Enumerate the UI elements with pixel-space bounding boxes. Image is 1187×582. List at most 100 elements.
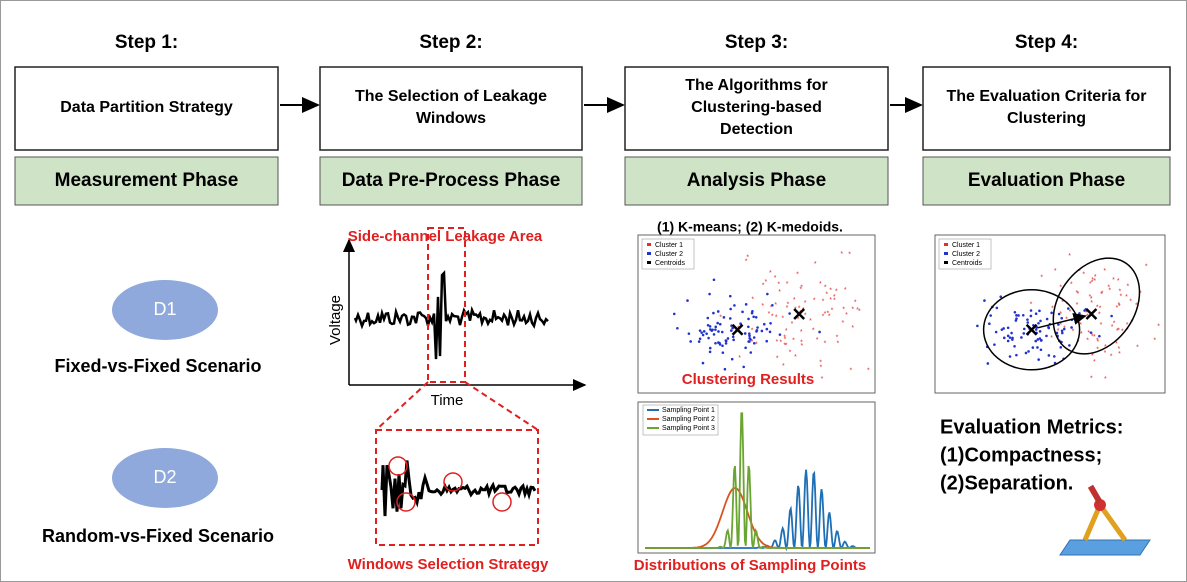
point: * [814, 261, 817, 268]
legend-label: Centroids [952, 260, 982, 267]
point: * [783, 334, 786, 341]
point: * [771, 313, 774, 320]
point: * [755, 342, 758, 349]
point: * [1091, 353, 1094, 360]
point [723, 316, 726, 319]
point [741, 311, 744, 314]
point [1026, 318, 1029, 321]
step-box-text: Data Partition Strategy [60, 99, 233, 116]
point [709, 328, 712, 331]
point [727, 337, 730, 340]
legend-swatch [647, 252, 651, 255]
point: * [746, 254, 749, 261]
point: * [816, 337, 819, 344]
point [732, 339, 735, 342]
point [752, 315, 755, 318]
point [1015, 319, 1018, 322]
point: * [1089, 281, 1092, 288]
point [1040, 348, 1043, 351]
point: * [1091, 277, 1094, 284]
phase-label: Analysis Phase [687, 170, 826, 191]
step-box [320, 67, 582, 150]
point [1037, 322, 1040, 325]
point [1035, 312, 1038, 315]
point: * [770, 305, 773, 312]
scenario-label: Fixed-vs-Fixed Scenario [54, 356, 261, 376]
point: * [776, 355, 779, 362]
point [1015, 354, 1018, 357]
point [1036, 346, 1039, 349]
point [744, 346, 747, 349]
legend-swatch [944, 261, 948, 264]
point: * [1050, 335, 1053, 342]
scenario-label: Random-vs-Fixed Scenario [42, 526, 274, 546]
point [1007, 340, 1010, 343]
point: * [825, 291, 828, 298]
y-axis-label: Voltage [327, 295, 344, 345]
legend-swatch [944, 252, 948, 255]
point [1038, 310, 1041, 313]
point [721, 331, 724, 334]
point [707, 324, 710, 327]
point: * [827, 311, 830, 318]
point [676, 327, 679, 330]
point: * [822, 298, 825, 305]
point [976, 325, 979, 328]
point: * [836, 334, 839, 341]
point: * [1101, 290, 1104, 297]
point [729, 317, 732, 320]
point: * [1157, 324, 1160, 331]
point [725, 342, 728, 345]
point: * [1040, 274, 1043, 281]
point [729, 295, 732, 298]
point: * [1136, 345, 1139, 352]
point [1010, 332, 1013, 335]
point: * [1082, 272, 1085, 279]
point [702, 334, 705, 337]
point [731, 358, 734, 361]
point [1009, 336, 1012, 339]
point: * [1104, 376, 1107, 383]
point [1007, 326, 1010, 329]
point [1013, 345, 1016, 348]
legend-label: Sampling Point 3 [662, 425, 715, 432]
point [703, 330, 706, 333]
point: * [813, 298, 816, 305]
point [709, 351, 712, 354]
point: * [1093, 359, 1096, 366]
point: * [783, 343, 786, 350]
point [1025, 352, 1028, 355]
point: * [792, 338, 795, 345]
point [714, 328, 717, 331]
point [709, 347, 712, 350]
point [700, 331, 703, 334]
point: * [819, 281, 822, 288]
step-box-text: Windows [416, 110, 486, 127]
point [721, 344, 724, 347]
legend-swatch [647, 243, 651, 246]
point: * [1087, 330, 1090, 337]
point [712, 312, 715, 315]
point: * [796, 272, 799, 279]
point [989, 314, 992, 317]
point: * [833, 298, 836, 305]
point [722, 351, 725, 354]
point [761, 330, 764, 333]
point [1045, 335, 1048, 338]
point [1030, 309, 1033, 312]
point [747, 318, 750, 321]
point: * [800, 329, 803, 336]
point: * [789, 350, 792, 357]
step-label: Step 1: [115, 32, 178, 53]
point: * [1054, 268, 1057, 275]
point: * [786, 281, 789, 288]
point: * [831, 307, 834, 314]
point: * [778, 289, 781, 296]
point: * [1145, 263, 1148, 270]
point: * [761, 303, 764, 310]
point [714, 326, 717, 329]
point [686, 299, 689, 302]
point: * [786, 301, 789, 308]
legend-swatch [647, 261, 651, 264]
point: * [751, 297, 754, 304]
